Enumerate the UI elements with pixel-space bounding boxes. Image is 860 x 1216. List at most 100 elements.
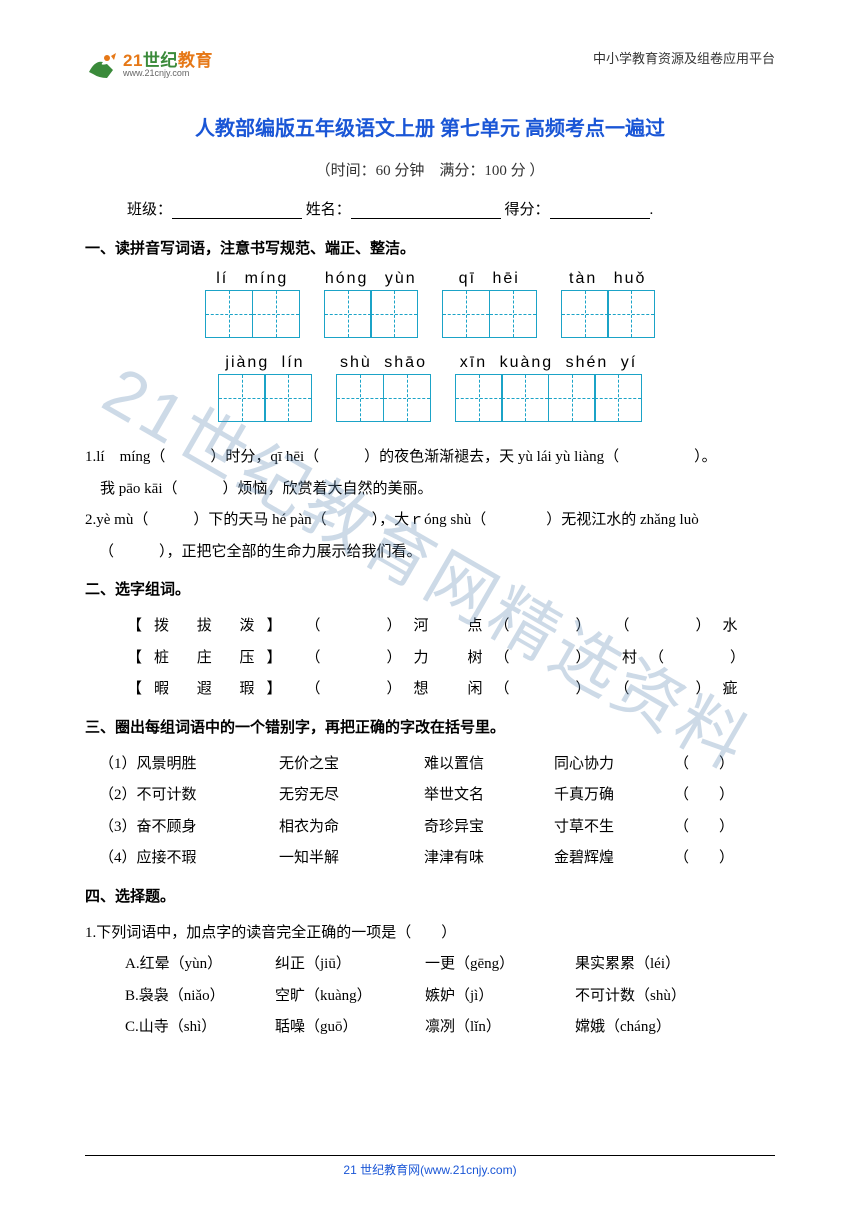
- logo-url: www.21cnjy.com: [123, 69, 213, 78]
- s3-paren[interactable]: （ ）: [674, 843, 734, 875]
- s3-cell: 难以置信: [424, 749, 554, 781]
- char-cell[interactable]: [218, 374, 266, 422]
- q1-line2: 我 pāo kāi（ ）烦恼，欣赏着大自然的美丽。: [85, 474, 775, 506]
- q2-line1: 2.yè mù（ ）下的天马 hé pàn（ ），大ｒóng shù（ ）无视江…: [85, 505, 775, 537]
- s3-paren[interactable]: （ ）: [674, 812, 734, 844]
- char-cell[interactable]: [501, 374, 549, 422]
- class-blank[interactable]: [172, 203, 302, 219]
- s4-opt-row: B.袅袅（niǎo） 空旷（kuàng） 嫉妒（jì） 不可计数（shù）: [85, 981, 775, 1013]
- s4-opt: 纠正（jiū）: [275, 949, 425, 981]
- char-cell[interactable]: [252, 290, 300, 338]
- char-cell[interactable]: [561, 290, 609, 338]
- char-cell[interactable]: [336, 374, 384, 422]
- name-blank[interactable]: [351, 203, 501, 219]
- s4-opt: 不可计数（shù）: [575, 981, 775, 1013]
- char-cell[interactable]: [264, 374, 312, 422]
- s3-cell: （2）不可计数: [99, 780, 279, 812]
- pinyin-group: tàn huǒ: [561, 270, 656, 338]
- logo-icon: [85, 48, 119, 82]
- s4-opt: B.袅袅（niǎo）: [125, 981, 275, 1013]
- s4-opt: 聒噪（guō）: [275, 1012, 425, 1044]
- pinyin-label: tàn huǒ: [561, 270, 656, 288]
- s4-opt-row: C.山寺（shì） 聒噪（guō） 凛冽（lǐn） 嫦娥（cháng）: [85, 1012, 775, 1044]
- header-right-text: 中小学教育资源及组卷应用平台: [593, 48, 775, 67]
- s3-cell: 金碧辉煌: [554, 843, 674, 875]
- char-cell[interactable]: [442, 290, 490, 338]
- section1-head: 一、读拼音写词语，注意书写规范、端正、整洁。: [85, 237, 775, 258]
- s2-line: 【拨 拔 泼】 （ ）河 点（ ） （ ）水: [85, 611, 775, 643]
- s4-opt: 空旷（kuàng）: [275, 981, 425, 1013]
- pinyin-group: jiàng lín: [218, 354, 313, 422]
- pinyin-group: shù shāo: [336, 354, 431, 422]
- s3-cell: 举世文名: [424, 780, 554, 812]
- s3-cell: 一知半解: [279, 843, 424, 875]
- q1-line1: 1.lí míng（ ）时分，qī hēi（ ）的夜色渐渐褪去，天 yù lái…: [85, 442, 775, 474]
- s3-cell: 相衣为命: [279, 812, 424, 844]
- pinyin-group: lí míng: [205, 270, 300, 338]
- s3-cell: 奇珍异宝: [424, 812, 554, 844]
- s3-cell: （1）风景明胜: [99, 749, 279, 781]
- section1-body: 1.lí míng（ ）时分，qī hēi（ ）的夜色渐渐褪去，天 yù lái…: [85, 442, 775, 568]
- char-cell[interactable]: [324, 290, 372, 338]
- char-cell[interactable]: [383, 374, 431, 422]
- logo-text: 21世纪教育: [123, 52, 213, 69]
- s3-row: （4）应接不瑕 一知半解 津津有味 金碧辉煌 （ ）: [85, 843, 775, 875]
- s3-cell: 千真万确: [554, 780, 674, 812]
- s3-cell: 同心协力: [554, 749, 674, 781]
- s4-opt-row: A.红晕（yùn） 纠正（jiū） 一更（gēng） 果实累累（léi）: [85, 949, 775, 981]
- doc-title: 人教部编版五年级语文上册 第七单元 高频考点一遍过: [85, 112, 775, 141]
- s3-cell: 无价之宝: [279, 749, 424, 781]
- section3-head: 三、圈出每组词语中的一个错别字，再把正确的字改在括号里。: [85, 716, 775, 737]
- section4-head: 四、选择题。: [85, 885, 775, 906]
- footer-text: 21 世纪教育网(www.21cnjy.com): [0, 1161, 860, 1178]
- pinyin-label: hóng yùn: [324, 270, 419, 288]
- pinyin-group: xīn kuàng shén yí: [455, 354, 643, 422]
- s3-paren[interactable]: （ ）: [674, 749, 734, 781]
- pinyin-group: qī hēi: [442, 270, 537, 338]
- page-header: 21世纪教育 www.21cnjy.com 中小学教育资源及组卷应用平台: [85, 48, 775, 82]
- s4-opt: 凛冽（lǐn）: [425, 1012, 575, 1044]
- s4-opt: 一更（gēng）: [425, 949, 575, 981]
- s2-line: 【桩 庄 压】 （ ）力 树（ ） 村（ ）: [85, 643, 775, 675]
- pinyin-grids: lí míng hóng yùn qī hēi tàn huǒ jiàng lí…: [85, 270, 775, 422]
- info-line: 班级： 姓名： 得分：.: [85, 198, 775, 219]
- char-cell[interactable]: [455, 374, 503, 422]
- s3-cell: （4）应接不瑕: [99, 843, 279, 875]
- char-cell[interactable]: [548, 374, 596, 422]
- char-cell[interactable]: [594, 374, 642, 422]
- pinyin-label: xīn kuàng shén yí: [455, 354, 643, 372]
- s4-opt: A.红晕（yùn）: [125, 949, 275, 981]
- s4-opt: C.山寺（shì）: [125, 1012, 275, 1044]
- section2-head: 二、选字组词。: [85, 578, 775, 599]
- s2-line: 【暇 遐 瑕】 （ ）想 闲（ ） （ ）疵: [85, 674, 775, 706]
- footer-divider: [85, 1155, 775, 1156]
- char-cell[interactable]: [607, 290, 655, 338]
- s3-cell: 寸草不生: [554, 812, 674, 844]
- s4-opt: 嫉妒（jì）: [425, 981, 575, 1013]
- score-blank[interactable]: [550, 203, 650, 219]
- class-label: 班级：: [127, 202, 172, 218]
- s3-cell: 无穷无尽: [279, 780, 424, 812]
- s4-q1: 1.下列词语中，加点字的读音完全正确的一项是（ ）: [85, 918, 775, 950]
- s3-cell: 津津有味: [424, 843, 554, 875]
- pinyin-label: shù shāo: [336, 354, 431, 372]
- char-cell[interactable]: [370, 290, 418, 338]
- name-label: 姓名：: [306, 202, 351, 218]
- s3-row: （2）不可计数 无穷无尽 举世文名 千真万确 （ ）: [85, 780, 775, 812]
- s3-paren[interactable]: （ ）: [674, 780, 734, 812]
- pinyin-label: lí míng: [205, 270, 300, 288]
- s3-row: （1）风景明胜 无价之宝 难以置信 同心协力 （ ）: [85, 749, 775, 781]
- char-cell[interactable]: [489, 290, 537, 338]
- s3-cell: （3）奋不顾身: [99, 812, 279, 844]
- logo: 21世纪教育 www.21cnjy.com: [85, 48, 213, 82]
- s3-row: （3）奋不顾身 相衣为命 奇珍异宝 寸草不生 （ ）: [85, 812, 775, 844]
- char-cell[interactable]: [205, 290, 253, 338]
- s4-opt: 嫦娥（cháng）: [575, 1012, 775, 1044]
- s4-opt: 果实累累（léi）: [575, 949, 775, 981]
- pinyin-label: qī hēi: [442, 270, 537, 288]
- period: .: [650, 202, 654, 218]
- doc-subtitle: （时间：60 分钟 满分：100 分 ）: [85, 159, 775, 180]
- pinyin-group: hóng yùn: [324, 270, 419, 338]
- score-label: 得分：: [505, 202, 550, 218]
- q2-line2: （ ），正把它全部的生命力展示给我们看。: [85, 537, 775, 569]
